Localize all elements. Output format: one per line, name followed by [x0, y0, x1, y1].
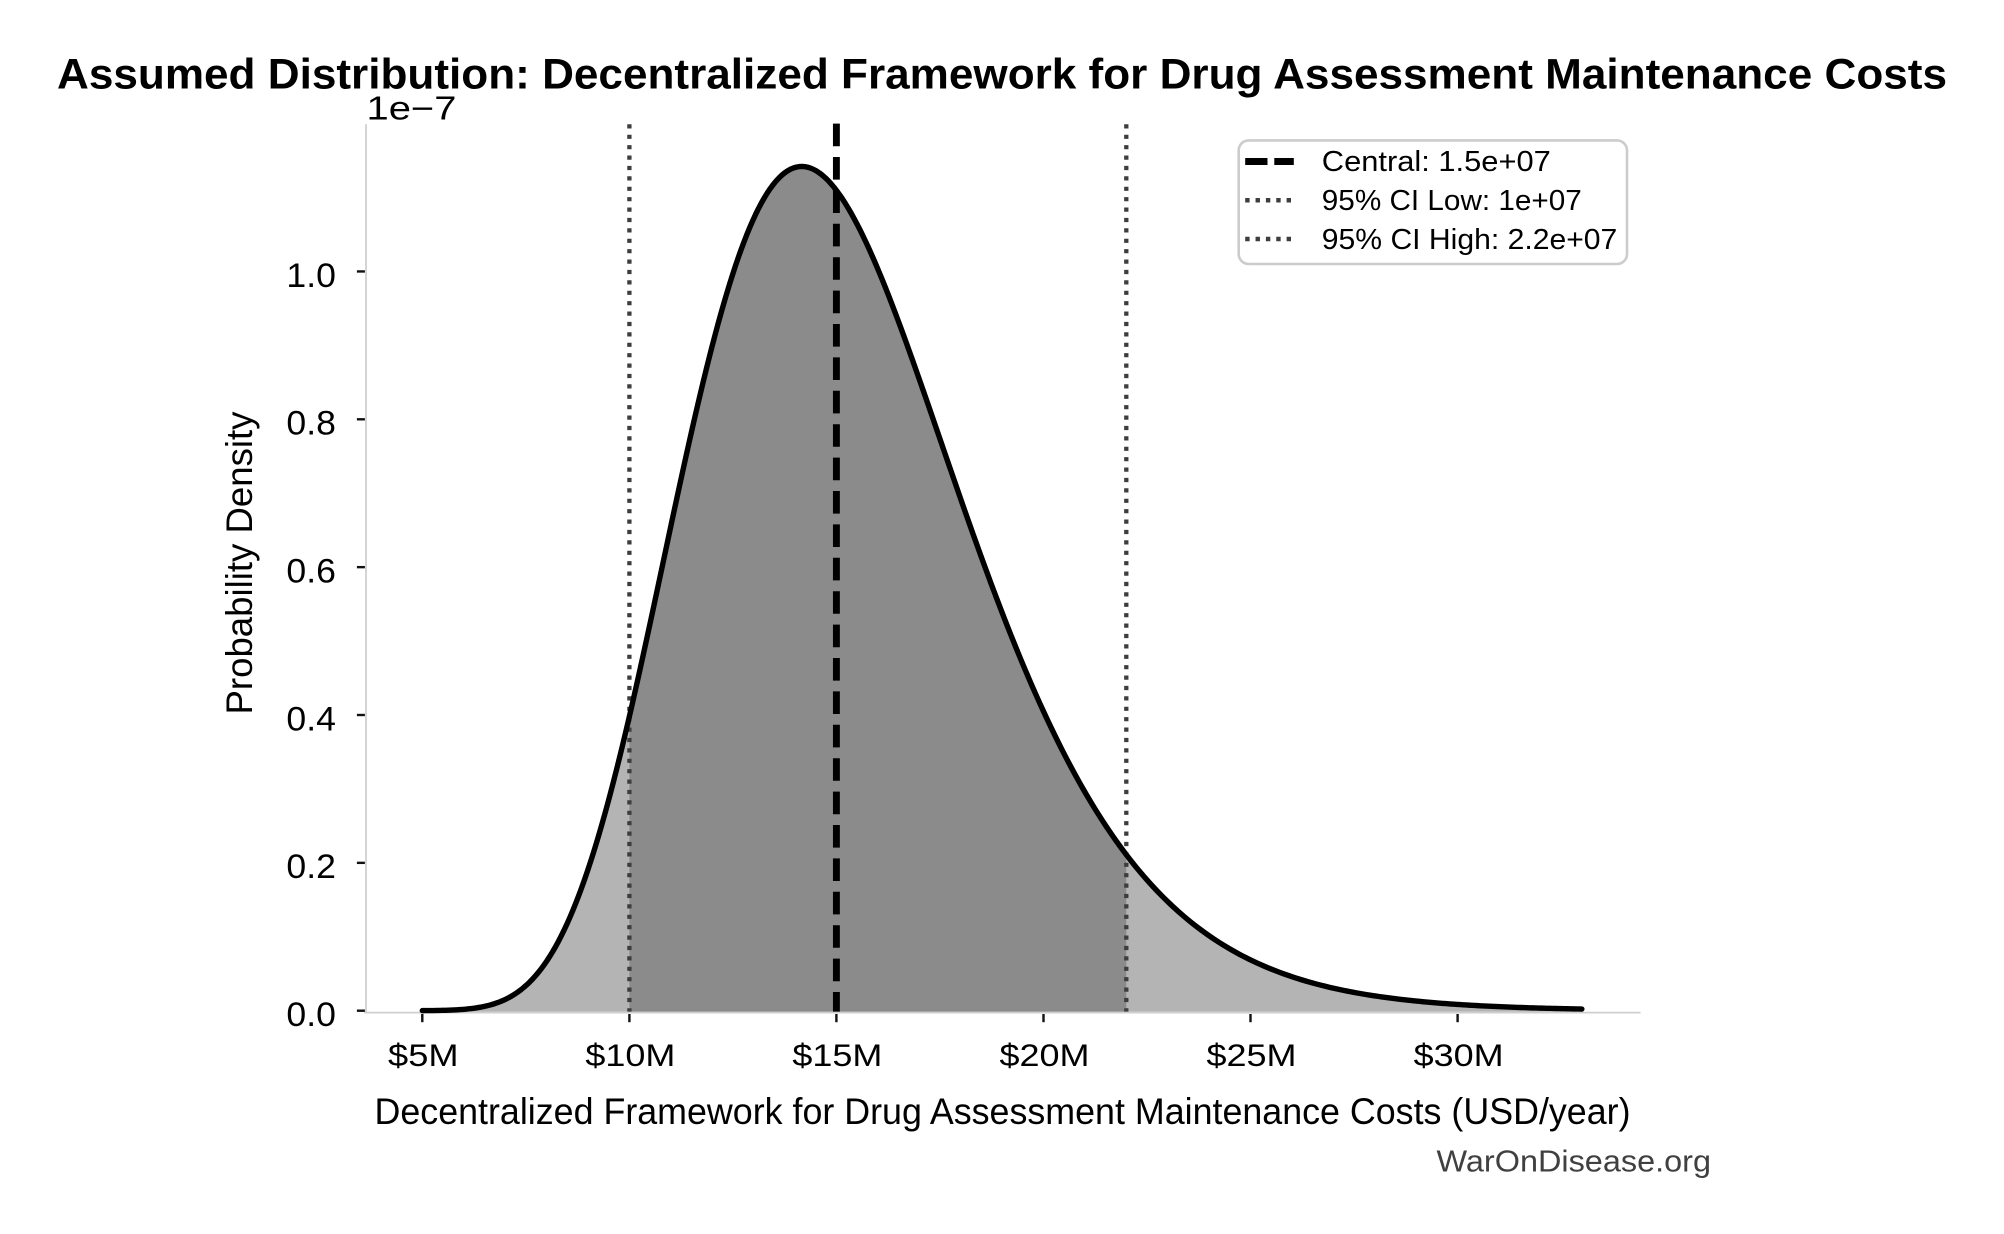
svg-text:1e−7: 1e−7 [367, 89, 457, 126]
svg-text:0.0: 0.0 [286, 996, 336, 1034]
svg-text:Central: 1.5e+07: Central: 1.5e+07 [1322, 146, 1551, 178]
svg-text:1.0: 1.0 [286, 257, 336, 295]
svg-text:WarOnDisease.org: WarOnDisease.org [1437, 1144, 1712, 1179]
svg-text:$15M: $15M [792, 1037, 882, 1073]
svg-text:0.4: 0.4 [286, 700, 336, 738]
svg-text:$30M: $30M [1414, 1037, 1504, 1073]
svg-text:Assumed Distribution: Decentra: Assumed Distribution: Decentralized Fram… [57, 50, 1947, 98]
svg-text:$10M: $10M [585, 1037, 675, 1073]
svg-text:95% CI Low: 1e+07: 95% CI Low: 1e+07 [1322, 185, 1582, 217]
svg-text:$20M: $20M [1000, 1037, 1090, 1073]
svg-text:Decentralized Framework for Dr: Decentralized Framework for Drug Assessm… [375, 1091, 1631, 1132]
svg-text:0.8: 0.8 [286, 405, 336, 443]
svg-text:0.2: 0.2 [286, 848, 336, 886]
svg-text:$25M: $25M [1207, 1037, 1297, 1073]
svg-text:Probability Density: Probability Density [219, 411, 260, 715]
svg-text:0.6: 0.6 [286, 552, 336, 590]
svg-text:95% CI High: 2.2e+07: 95% CI High: 2.2e+07 [1322, 224, 1618, 256]
svg-text:$5M: $5M [388, 1037, 459, 1073]
